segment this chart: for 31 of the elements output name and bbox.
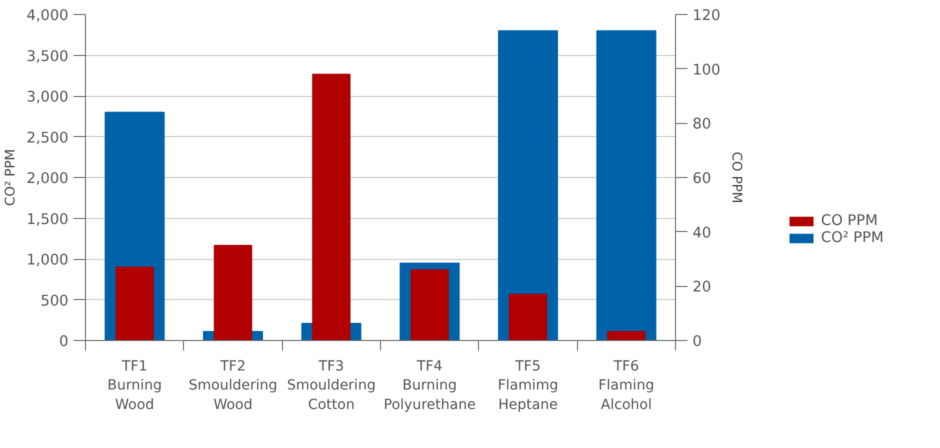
x-tick-label: TF4 Burning Polyurethane: [384, 358, 476, 413]
y-tick-label: 0: [59, 333, 69, 350]
y-tick-label: 500: [40, 292, 69, 310]
y2-tick-label: 120: [692, 7, 720, 24]
bar: [115, 266, 154, 340]
x-tick-label: TF6 Flaming Alcohol: [598, 358, 654, 413]
x-tick-label: TF1 Burning Wood: [107, 358, 162, 413]
y-tick-label: 4,000: [26, 7, 69, 24]
y-axis-title: CO² PPM: [4, 149, 19, 206]
y2-tick-label: 40: [692, 224, 712, 242]
y-tick-label: 1,500: [26, 210, 69, 228]
y2-tick-label: 60: [692, 170, 712, 187]
y-tick-label: 3,000: [26, 88, 69, 106]
bar: [607, 331, 646, 340]
y-tick-label: 2,500: [26, 129, 69, 146]
legend-label: CO PPM: [821, 212, 878, 229]
x-tick-label: TF5 Flamimg Heptane: [498, 358, 558, 413]
x-tick-label: TF2 Smouldering Wood: [188, 358, 278, 413]
legend-label: CO² PPM: [821, 229, 884, 246]
y2-tick-label: 80: [692, 116, 712, 133]
y-tick-label: 3,500: [26, 48, 69, 65]
bar: [498, 30, 558, 340]
x-tick-label: TF3 Smouldering Cotton: [286, 358, 376, 413]
bar: [596, 30, 656, 340]
y2-tick-label: 0: [692, 333, 702, 350]
y-tick-label: 2,000: [26, 170, 69, 187]
y2-tick-label: 100: [692, 61, 720, 78]
y2-tick-label: 20: [692, 278, 712, 296]
y-tick-label: 1,000: [26, 252, 69, 268]
y2-axis-title: CO PPM: [728, 152, 744, 204]
bar: [508, 294, 548, 340]
